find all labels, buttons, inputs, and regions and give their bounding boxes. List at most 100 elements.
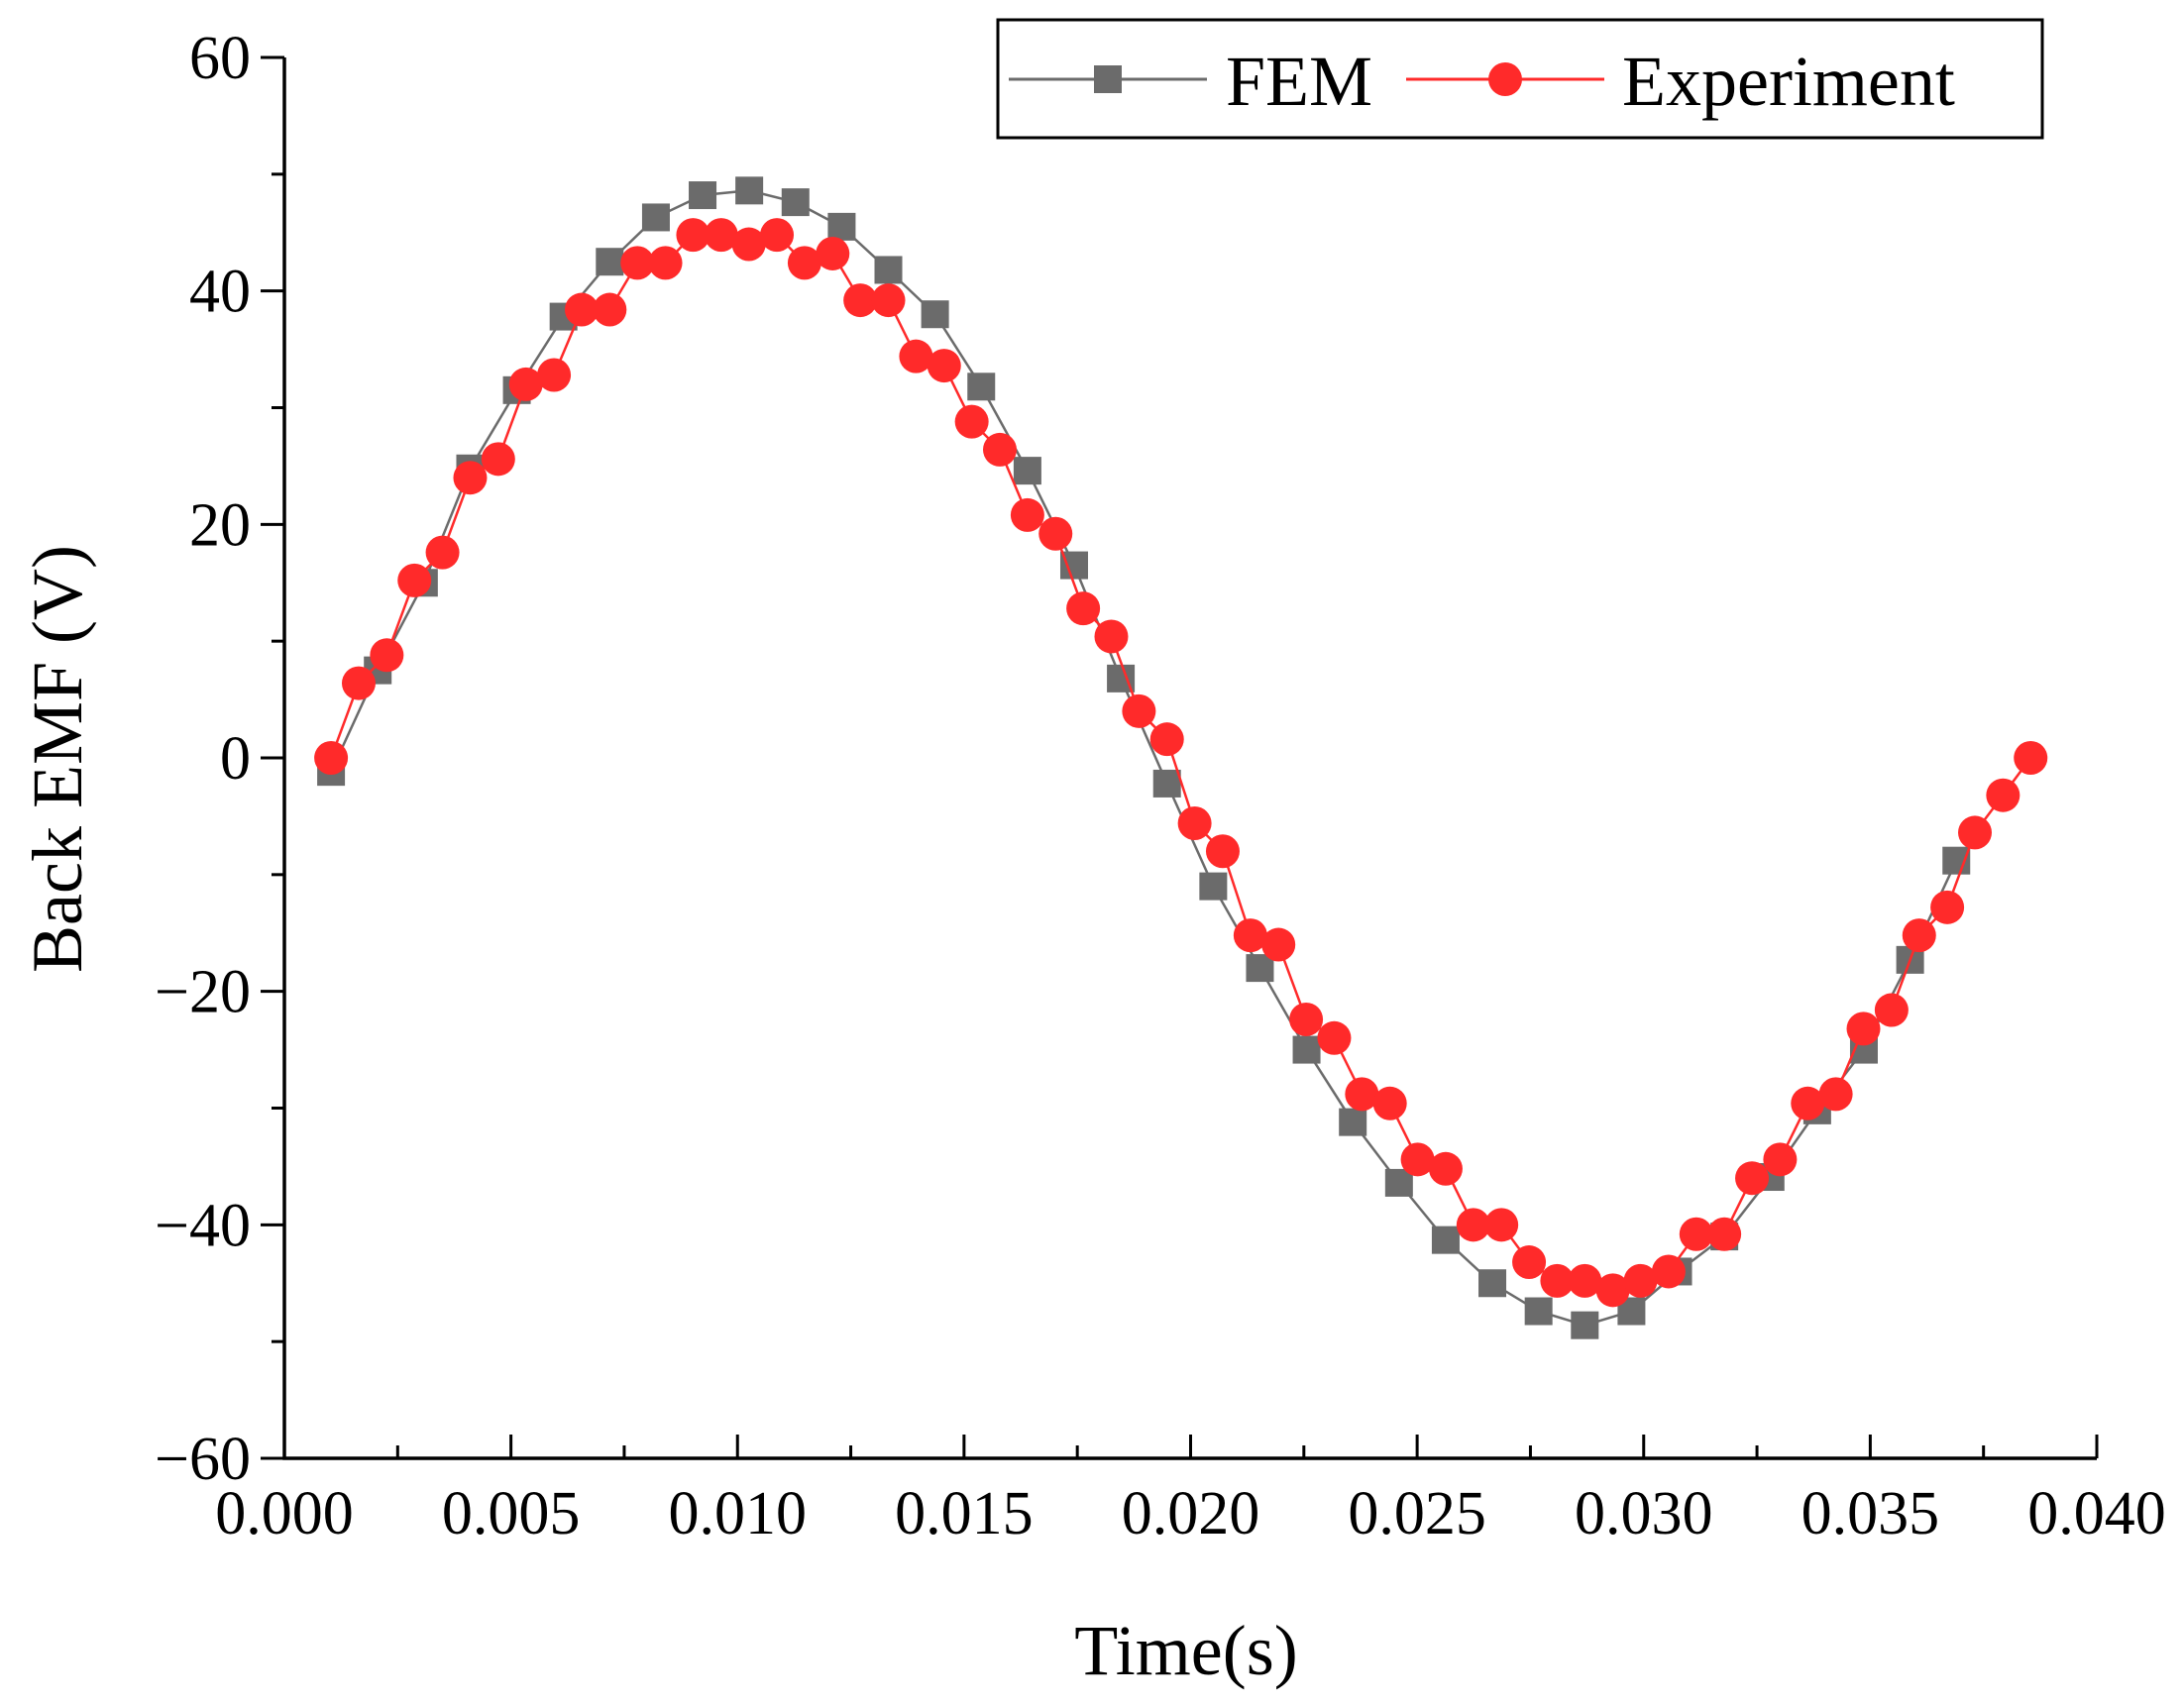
legend-experiment-label: Experiment — [1622, 42, 1955, 121]
fem-point — [735, 176, 764, 205]
experiment-point — [1986, 778, 2020, 812]
fem-point — [781, 188, 810, 217]
fem-point — [1524, 1297, 1553, 1326]
fem-point — [921, 300, 949, 329]
fem-point — [1384, 1168, 1413, 1197]
fem-point — [1152, 769, 1181, 798]
experiment-point — [2014, 741, 2048, 775]
experiment-point — [676, 218, 710, 253]
experiment-point — [481, 442, 515, 477]
experiment-point — [1540, 1263, 1575, 1298]
experiment-point — [1930, 890, 1965, 924]
experiment-point — [899, 339, 933, 373]
legend-fem-label: FEM — [1226, 42, 1372, 121]
experiment-point — [1122, 693, 1156, 728]
experiment-point — [1957, 815, 1992, 850]
experiment-point — [341, 666, 376, 700]
experiment-point — [593, 292, 627, 327]
fem-point — [967, 373, 996, 401]
fem-point — [1942, 846, 1971, 875]
fem-point — [1431, 1225, 1460, 1254]
experiment-point — [1066, 591, 1101, 626]
experiment-point — [1372, 1086, 1407, 1120]
experiment-point — [760, 218, 795, 253]
y-tick-label: −20 — [155, 959, 251, 1026]
experiment-point — [1317, 1020, 1352, 1055]
legend: FEM Experiment — [996, 18, 2044, 140]
experiment-point — [1428, 1151, 1463, 1186]
experiment-point — [1261, 927, 1296, 962]
fem-point — [874, 256, 903, 284]
experiment-point — [1010, 497, 1044, 532]
x-tick-label: 0.005 — [442, 1480, 581, 1547]
y-tick-label: 60 — [189, 25, 251, 92]
experiment-point — [1568, 1263, 1602, 1298]
fem-point — [1339, 1108, 1367, 1136]
experiment-point — [704, 218, 738, 253]
experiment-point — [1233, 918, 1267, 953]
axis-ticks: 0.000 0.005 0.010 0.015 0.020 0.025 0.030 0.035… — [155, 25, 2166, 1547]
experiment-point — [1289, 1002, 1324, 1036]
experiment-point — [1902, 918, 1936, 953]
plot-series — [314, 176, 2048, 1339]
fem-point — [1571, 1311, 1599, 1339]
experiment-point — [370, 638, 404, 673]
experiment-point — [1484, 1208, 1519, 1242]
legend-experiment-marker — [1488, 62, 1522, 96]
experiment-point — [314, 741, 349, 775]
experiment-point — [453, 461, 488, 495]
experiment-point — [1456, 1208, 1490, 1242]
y-axis-title: Back EMF (V) — [18, 545, 97, 973]
experiment-point — [1177, 805, 1212, 840]
experiment-point — [1846, 1012, 1881, 1046]
experiment-point — [927, 349, 961, 383]
axes-frame — [282, 57, 2097, 1460]
fem-point — [1292, 1035, 1321, 1064]
x-tick-label: 0.035 — [1802, 1480, 1940, 1547]
fem-point — [1246, 954, 1274, 983]
experiment-point — [508, 367, 543, 401]
experiment-point — [1205, 834, 1240, 869]
y-tick-label: 0 — [220, 725, 251, 793]
experiment-point — [564, 292, 599, 327]
experiment-point — [1595, 1273, 1630, 1308]
fem-point — [827, 212, 856, 241]
experiment-point — [787, 246, 821, 280]
experiment-point — [1818, 1077, 1853, 1112]
x-tick-label: 0.020 — [1122, 1480, 1260, 1547]
experiment-point — [816, 236, 850, 270]
fem-point — [1478, 1269, 1507, 1298]
experiment-point — [982, 432, 1017, 467]
experiment-point — [648, 246, 683, 280]
experiment-point — [620, 246, 655, 280]
experiment-point — [1763, 1142, 1798, 1177]
series-experiment — [314, 218, 2048, 1308]
experiment-point — [1707, 1217, 1742, 1251]
fem-point — [689, 181, 717, 210]
y-tick-label: 40 — [189, 259, 251, 326]
fem-point — [1013, 457, 1041, 485]
x-tick-label: 0.000 — [215, 1480, 354, 1547]
experiment-point — [871, 283, 906, 318]
y-tick-label: −40 — [155, 1192, 251, 1259]
experiment-point — [1512, 1245, 1547, 1280]
experiment-point — [731, 227, 766, 262]
experiment-point — [1735, 1161, 1770, 1196]
x-axis-title: Time(s) — [1074, 1611, 1297, 1690]
x-tick-label: 0.030 — [1575, 1480, 1713, 1547]
series-fem — [317, 176, 1971, 1339]
y-tick-label: −60 — [155, 1426, 251, 1493]
experiment-point — [954, 404, 989, 439]
experiment-point — [1149, 722, 1184, 757]
x-tick-label: 0.025 — [1348, 1480, 1486, 1547]
legend-fem-marker — [1094, 65, 1122, 93]
experiment-point — [1400, 1142, 1435, 1177]
x-tick-label: 0.015 — [895, 1480, 1034, 1547]
x-tick-label: 0.010 — [669, 1480, 808, 1547]
fem-point — [1199, 872, 1228, 901]
experiment-point — [843, 283, 878, 318]
experiment-point — [425, 535, 460, 570]
experiment-point — [1623, 1263, 1658, 1298]
